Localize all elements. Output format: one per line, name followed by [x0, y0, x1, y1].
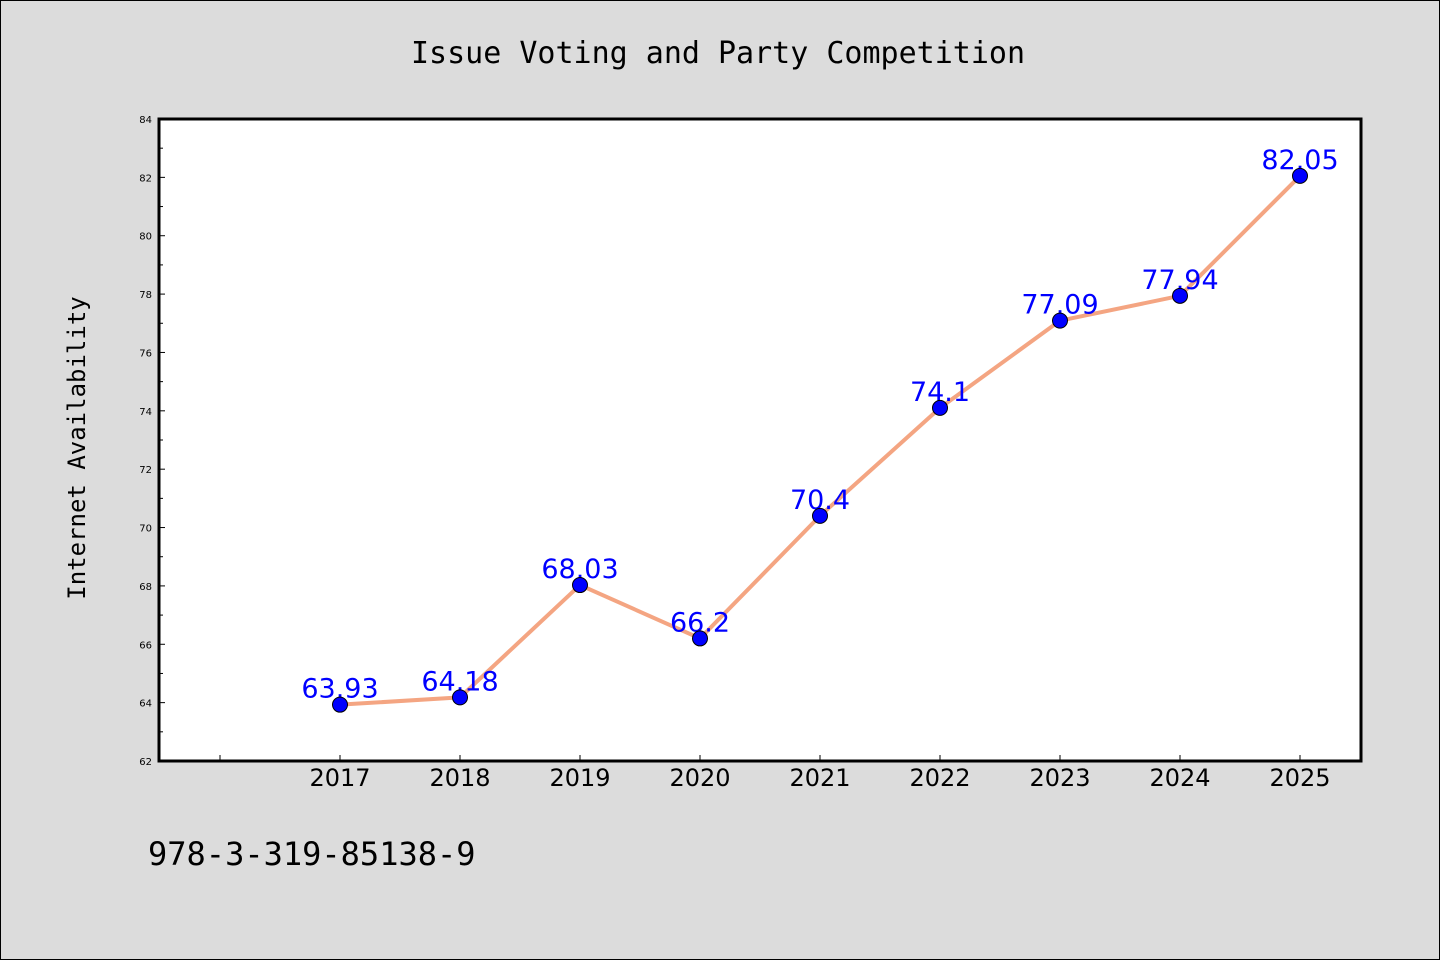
data-point — [452, 689, 468, 706]
y-tick-label: 68 — [139, 582, 152, 593]
x-tick-label: 2025 — [1269, 764, 1330, 792]
data-point — [1172, 287, 1188, 304]
x-tick-label: 2021 — [789, 764, 850, 792]
data-point — [572, 577, 588, 594]
x-tick-label: 2023 — [1029, 764, 1090, 792]
y-tick-label: 64 — [139, 699, 152, 710]
x-tick-label: 2017 — [309, 764, 370, 792]
y-axis-label: Internet Availability — [63, 296, 91, 599]
plot-area — [157, 117, 1363, 763]
y-tick-label: 78 — [139, 290, 152, 301]
y-tick-label: 66 — [139, 640, 152, 651]
y-tick-label: 76 — [139, 348, 152, 359]
x-axis: 2017 2018 2019 2020 2021 2022 2023 2024 2025 — [219, 755, 1331, 792]
y-axis: 62 64 66 68 70 72 74 76 78 80 82 84 — [139, 115, 165, 768]
x-tick-label: 2022 — [909, 764, 970, 792]
data-label-layer: 63.93 64.1868.0366.270.474.177.0977.9482.… — [301, 145, 1339, 713]
data-point — [932, 399, 948, 416]
y-tick-label: 84 — [139, 115, 152, 126]
y-tick-label: 74 — [139, 407, 152, 418]
chart-title: Issue Voting and Party Competition — [411, 36, 1025, 71]
y-tick-label: 80 — [139, 232, 152, 243]
data-point — [1052, 312, 1068, 329]
x-tick-label: 2024 — [1149, 764, 1210, 792]
y-tick-label: 70 — [139, 524, 152, 535]
data-point — [1292, 167, 1308, 184]
x-tick-label: 2020 — [669, 764, 730, 792]
x-tick-label: 2019 — [549, 764, 610, 792]
footnote-isbn: 978-3-319-85138-9 — [148, 835, 476, 873]
data-point — [692, 630, 708, 647]
data-point — [332, 696, 348, 713]
y-tick-label: 82 — [139, 173, 152, 184]
x-tick-label: 2018 — [429, 764, 490, 792]
y-tick-label: 72 — [139, 465, 152, 476]
y-tick-label: 62 — [139, 757, 152, 768]
data-point — [812, 507, 828, 524]
